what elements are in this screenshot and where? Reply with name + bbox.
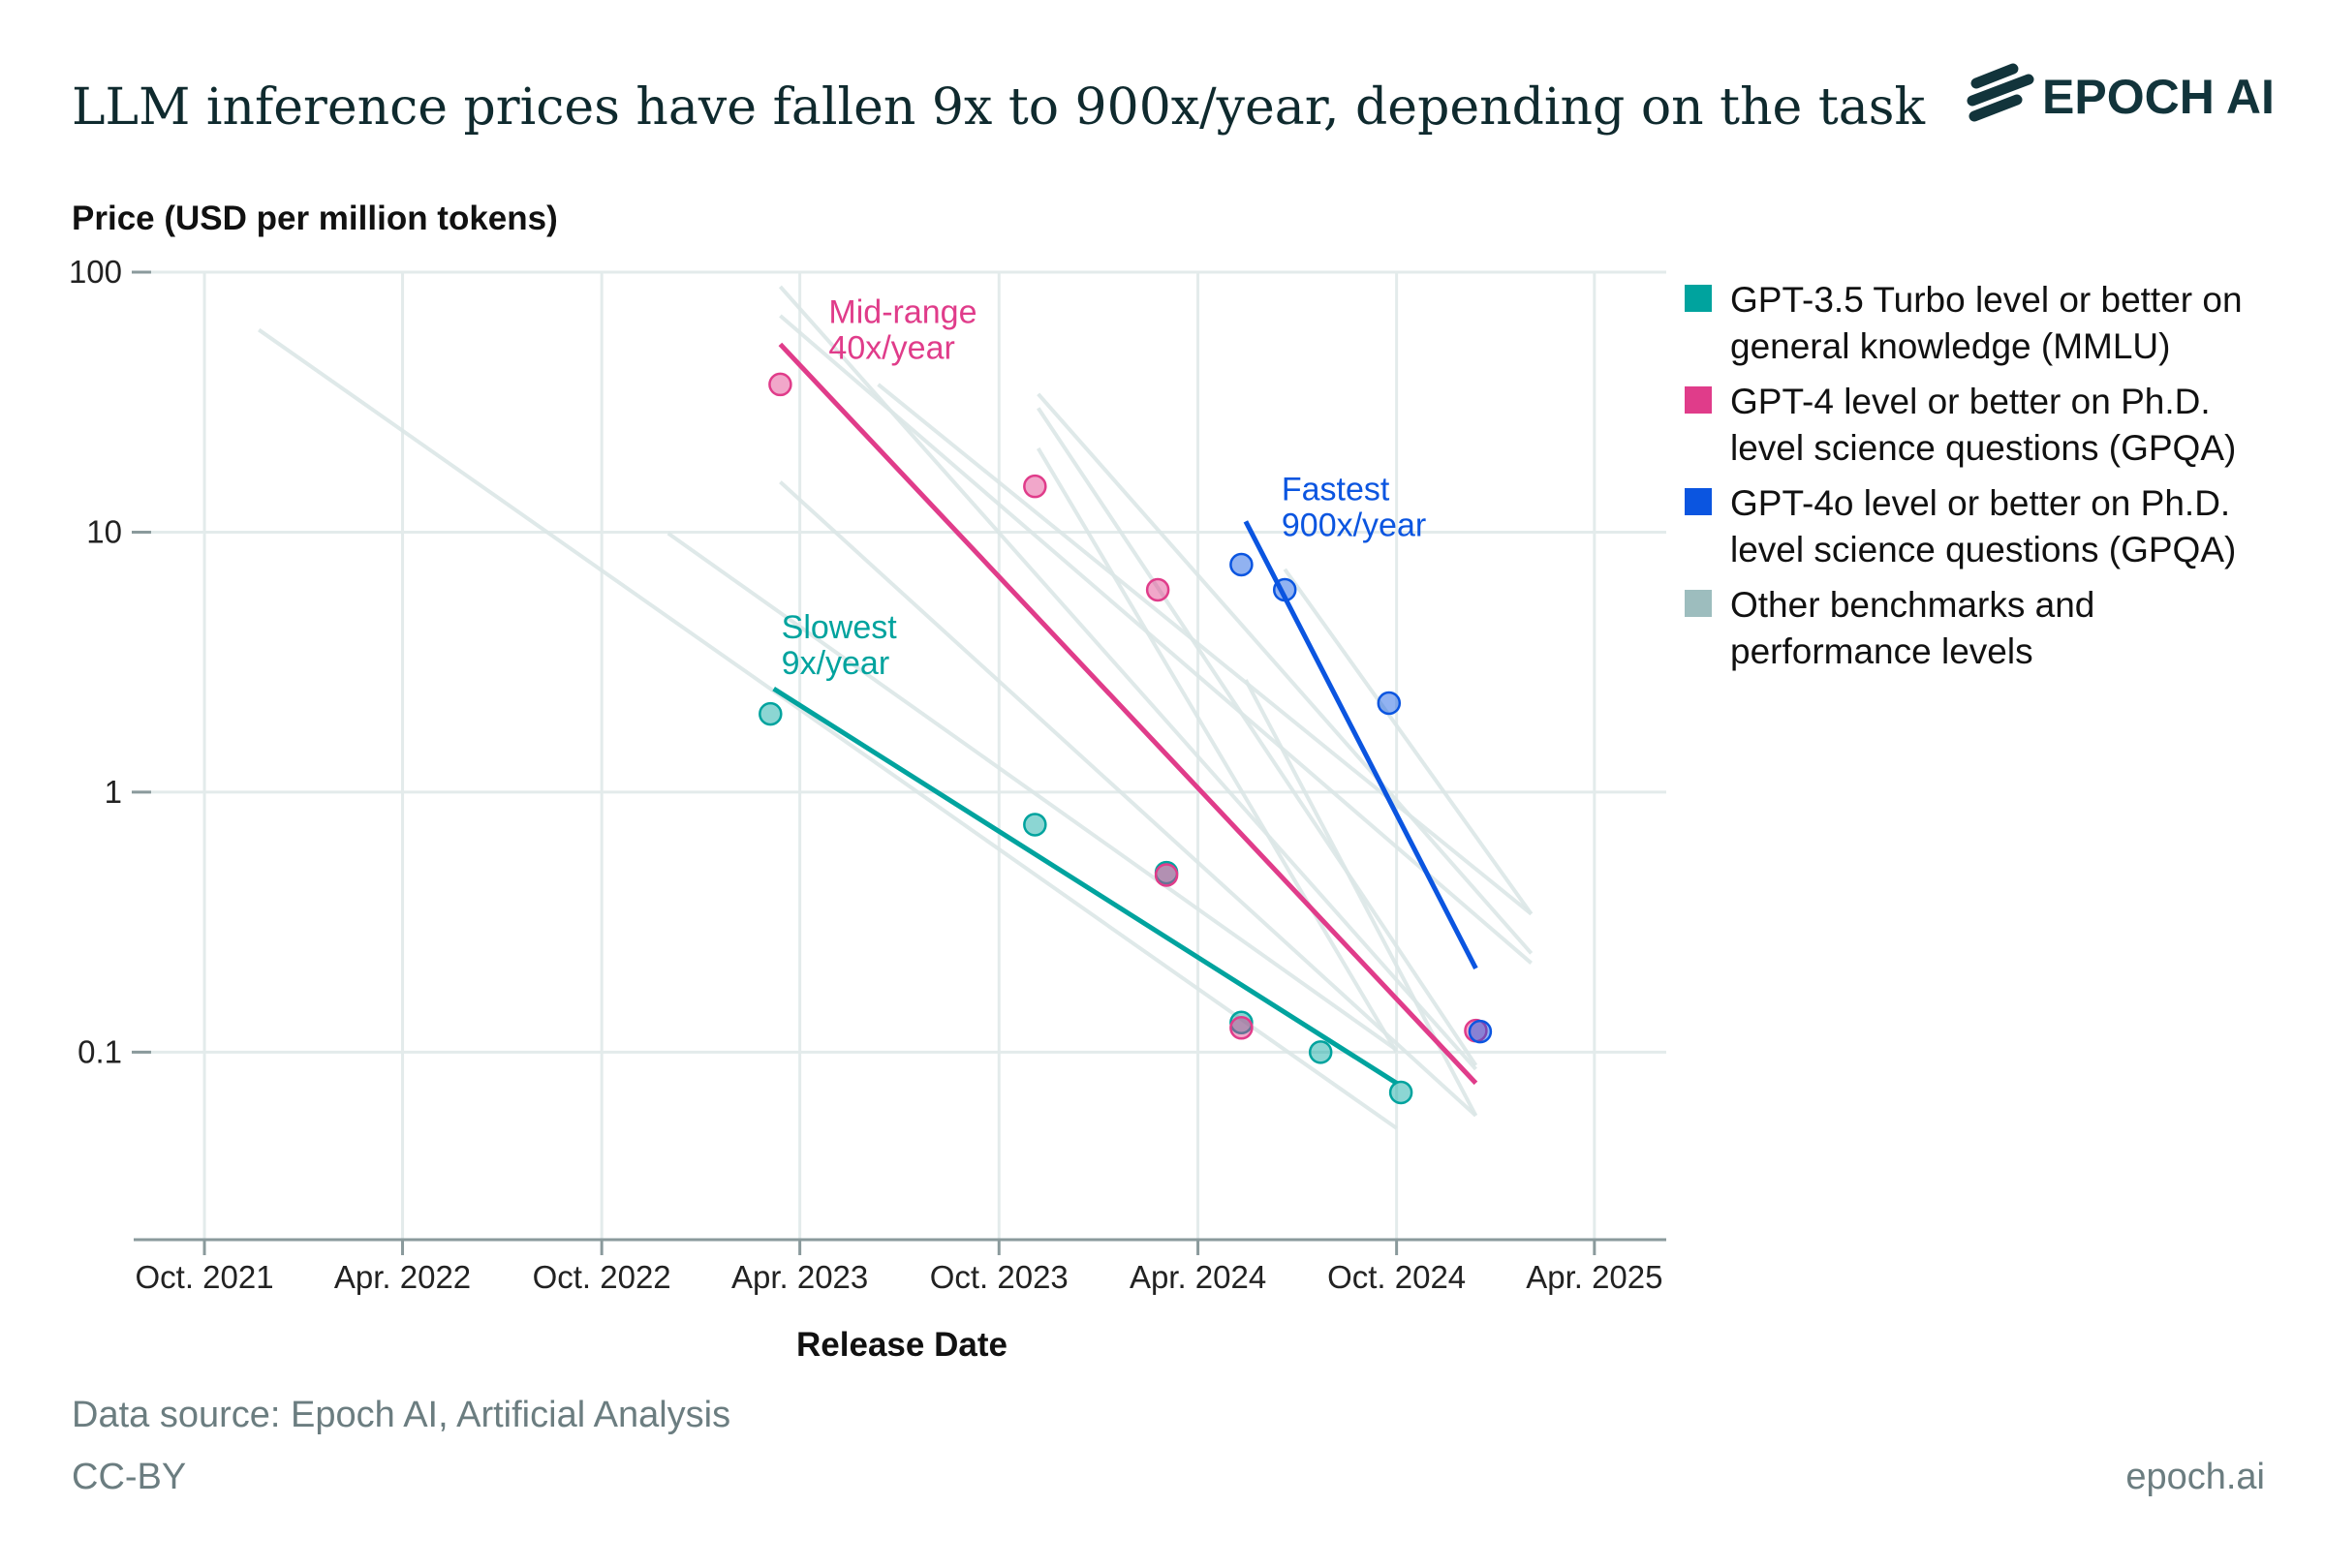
legend-swatch xyxy=(1685,285,1712,312)
x-tick-label: Apr. 2024 xyxy=(1130,1259,1266,1295)
legend-label: GPT-3.5 Turbo level or better on xyxy=(1730,280,2243,320)
teal-trend-line xyxy=(772,686,1398,1086)
legend-label: general knowledge (MMLU) xyxy=(1730,326,2170,366)
pink-data-point xyxy=(1145,577,1170,602)
legend-swatch xyxy=(1685,488,1712,515)
legend-label: level science questions (GPQA) xyxy=(1730,530,2236,569)
pink-annotation: 40x/year xyxy=(828,329,954,366)
teal-data-point xyxy=(759,701,783,726)
pink-trend-line xyxy=(778,342,1478,1086)
license: CC-BY xyxy=(72,1457,186,1497)
blue-data-point xyxy=(1377,691,1402,716)
teal-data-point xyxy=(1229,1010,1254,1035)
grid xyxy=(134,270,1666,1240)
x-tick-label: Oct. 2023 xyxy=(930,1259,1069,1295)
legend-swatch xyxy=(1685,590,1712,617)
other-trend-line xyxy=(877,383,1533,916)
pink-annotation: Mid-range xyxy=(828,293,976,330)
other-trend-line xyxy=(779,314,1533,965)
blue-data-point xyxy=(1272,577,1297,602)
x-tick-label: Apr. 2025 xyxy=(1526,1259,1662,1295)
legend-label: Other benchmarks and xyxy=(1730,585,2094,625)
legend-item-gray: Other benchmarks and performance levels xyxy=(1685,585,2094,671)
other-trend-line xyxy=(1037,407,1478,1067)
site-link[interactable]: epoch.ai xyxy=(2125,1457,2265,1497)
other-trend-lines xyxy=(258,285,1534,1130)
teal-annotation: Slowest xyxy=(782,609,898,646)
x-tick-label: Oct. 2021 xyxy=(135,1259,273,1295)
teal-data-point xyxy=(1388,1080,1413,1105)
pink-data-point xyxy=(768,372,792,397)
blue-annotation: 900x/year xyxy=(1282,507,1426,543)
teal-annotation: 9x/year xyxy=(782,645,890,682)
other-trend-line xyxy=(666,531,1398,1052)
y-tick-label: 0.1 xyxy=(78,1033,122,1069)
legend-swatch xyxy=(1685,386,1712,414)
pink-data-point xyxy=(1229,1016,1254,1040)
other-trend-line xyxy=(1036,446,1399,1054)
x-tick-label: Apr. 2023 xyxy=(731,1259,868,1295)
blue-data-point xyxy=(1468,1019,1493,1044)
y-tick-label: 100 xyxy=(69,254,122,290)
data-source: Data source: Epoch AI, Artificial Analys… xyxy=(72,1395,730,1435)
legend-item-teal: GPT-3.5 Turbo level or better on general … xyxy=(1685,280,2243,366)
legend-item-blue: GPT-4o level or better on Ph.D. level sci… xyxy=(1685,483,2236,569)
logo-text: EPOCH AI xyxy=(2042,70,2275,124)
other-trend-line xyxy=(1283,568,1534,915)
legend: GPT-3.5 Turbo level or better on general … xyxy=(1685,280,2243,671)
x-axis-label: Release Date xyxy=(796,1326,1008,1364)
legend-label: GPT-4 level or better on Ph.D. xyxy=(1730,382,2211,421)
legend-item-pink: GPT-4 level or better on Ph.D. level scie… xyxy=(1685,382,2236,468)
legend-label: performance levels xyxy=(1730,631,2033,671)
other-trend-line xyxy=(258,327,1398,1130)
epoch-logo: EPOCH AI xyxy=(1967,63,2275,124)
teal-data-point xyxy=(1308,1040,1333,1064)
teal-data-point xyxy=(1023,813,1047,837)
blue-data-point xyxy=(1229,552,1254,577)
pink-data-point xyxy=(1023,474,1047,499)
trend-lines xyxy=(772,342,1478,1086)
blue-annotation: Fastest xyxy=(1282,471,1390,507)
y-ticks: 100 10 1 0.1 xyxy=(69,254,151,1069)
blue-trend-line xyxy=(1243,520,1478,970)
epoch-logo-icon xyxy=(1967,63,2034,122)
other-trend-line xyxy=(779,480,1477,1118)
x-tick-label: Oct. 2024 xyxy=(1327,1259,1466,1295)
legend-label: level science questions (GPQA) xyxy=(1730,428,2236,468)
x-tick-label: Apr. 2022 xyxy=(334,1259,471,1295)
pink-data-point xyxy=(1154,863,1179,887)
y-tick-label: 1 xyxy=(105,774,122,810)
legend-label: GPT-4o level or better on Ph.D. xyxy=(1730,483,2230,523)
data-points xyxy=(759,372,1493,1105)
y-tick-label: 10 xyxy=(86,513,122,549)
x-ticks: Oct. 2021 Apr. 2022 Oct. 2022 Apr. 2023 Oct.… xyxy=(134,1238,1666,1295)
x-tick-label: Oct. 2022 xyxy=(533,1259,671,1295)
y-axis-label: Price (USD per million tokens) xyxy=(72,200,558,237)
chart-title: LLM inference prices have fallen 9x to 9… xyxy=(72,78,1925,137)
other-trend-line xyxy=(1037,392,1534,955)
